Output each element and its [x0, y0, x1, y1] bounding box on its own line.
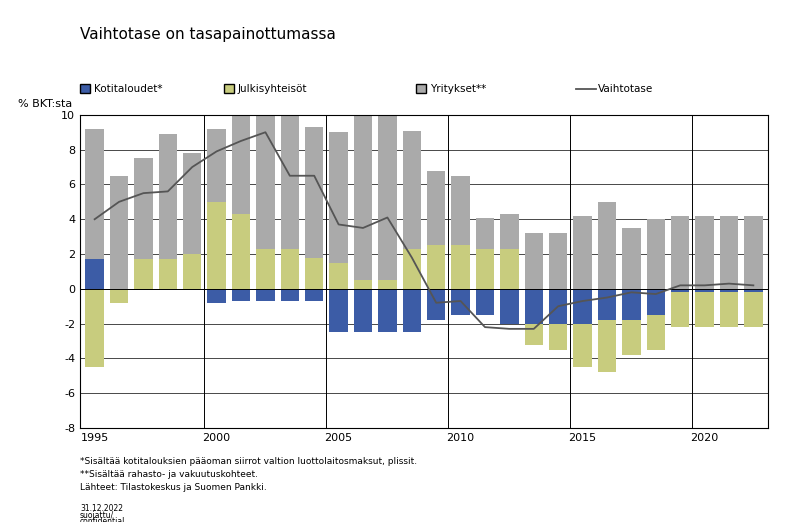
Bar: [476, 249, 494, 289]
Bar: [110, 289, 128, 303]
Bar: [354, 280, 372, 289]
Bar: [500, 289, 518, 324]
Bar: [134, 259, 153, 289]
Bar: [305, 289, 323, 301]
Bar: [598, 289, 616, 320]
Bar: [378, 92, 397, 280]
Bar: [500, 249, 518, 289]
Bar: [183, 153, 202, 254]
Bar: [574, 324, 592, 367]
Bar: [158, 259, 177, 289]
Bar: [525, 233, 543, 289]
Bar: [110, 176, 128, 289]
Bar: [427, 245, 446, 289]
Text: Julkisyhteisöt: Julkisyhteisöt: [238, 84, 307, 94]
Bar: [427, 171, 446, 245]
Bar: [525, 324, 543, 345]
Text: Lähteet: Tilastokeskus ja Suomen Pankki.: Lähteet: Tilastokeskus ja Suomen Pankki.: [80, 483, 266, 492]
Bar: [232, 104, 250, 214]
Bar: [256, 101, 274, 249]
Bar: [671, 292, 690, 327]
Bar: [207, 129, 226, 202]
Bar: [305, 257, 323, 289]
Bar: [500, 214, 518, 249]
Bar: [549, 289, 567, 324]
Bar: [330, 132, 348, 263]
Bar: [378, 280, 397, 289]
Bar: [330, 289, 348, 333]
Bar: [598, 320, 616, 372]
Bar: [232, 289, 250, 301]
Bar: [281, 249, 299, 289]
Bar: [622, 289, 641, 320]
Bar: [720, 216, 738, 289]
Text: Vaihtotase on tasapainottumassa: Vaihtotase on tasapainottumassa: [80, 27, 336, 42]
Text: 31.12.2022: 31.12.2022: [80, 504, 123, 513]
Bar: [86, 129, 104, 259]
Text: *Sisältää kotitalouksien pääoman siirrot valtion luottolaitosmaksut, plissit.: *Sisältää kotitalouksien pääoman siirrot…: [80, 457, 417, 466]
Text: **Sisältää rahasto- ja vakuutuskohteet.: **Sisältää rahasto- ja vakuutuskohteet.: [80, 470, 258, 479]
Bar: [598, 202, 616, 289]
Bar: [354, 289, 372, 333]
Bar: [744, 292, 762, 327]
Bar: [402, 249, 421, 289]
Bar: [695, 292, 714, 327]
Text: confidential: confidential: [80, 517, 126, 522]
Bar: [207, 289, 226, 303]
Bar: [86, 289, 104, 367]
Bar: [402, 289, 421, 333]
Text: suojattu/: suojattu/: [80, 511, 114, 519]
Text: Kotitaloudet*: Kotitaloudet*: [94, 84, 162, 94]
Bar: [646, 219, 665, 289]
Bar: [622, 320, 641, 355]
Bar: [622, 228, 641, 289]
Bar: [281, 289, 299, 301]
Bar: [720, 289, 738, 292]
Bar: [525, 289, 543, 324]
Bar: [427, 289, 446, 320]
Bar: [574, 216, 592, 289]
Bar: [549, 233, 567, 289]
Bar: [354, 98, 372, 280]
Bar: [158, 134, 177, 259]
Bar: [574, 289, 592, 324]
Bar: [451, 176, 470, 245]
Text: % BKT:sta: % BKT:sta: [18, 99, 72, 109]
Bar: [646, 289, 665, 315]
Text: Yritykset**: Yritykset**: [430, 84, 486, 94]
Bar: [695, 216, 714, 289]
Bar: [671, 216, 690, 289]
Bar: [720, 292, 738, 327]
Bar: [232, 214, 250, 289]
Text: Vaihtotase: Vaihtotase: [598, 84, 654, 94]
Bar: [281, 90, 299, 249]
Bar: [549, 324, 567, 350]
Bar: [476, 289, 494, 315]
Bar: [695, 289, 714, 292]
Bar: [402, 130, 421, 249]
Bar: [671, 289, 690, 292]
Bar: [256, 249, 274, 289]
Bar: [305, 127, 323, 257]
Bar: [207, 202, 226, 289]
Bar: [330, 263, 348, 289]
Bar: [378, 289, 397, 333]
Bar: [476, 218, 494, 249]
Bar: [744, 289, 762, 292]
Bar: [183, 254, 202, 289]
Bar: [256, 289, 274, 301]
Bar: [451, 245, 470, 289]
Bar: [451, 289, 470, 315]
Bar: [134, 158, 153, 259]
Bar: [744, 216, 762, 289]
Bar: [86, 259, 104, 289]
Bar: [646, 315, 665, 350]
